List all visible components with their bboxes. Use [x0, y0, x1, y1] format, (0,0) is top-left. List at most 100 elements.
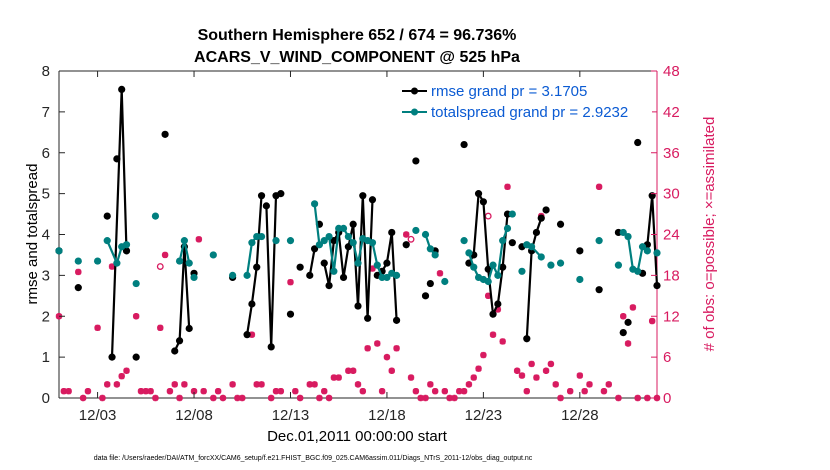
- totalspread-point: [272, 237, 280, 245]
- y-right-tick-label: 42: [663, 104, 680, 121]
- totalspread-point: [441, 277, 449, 286]
- y-right-tick-label: 12: [663, 308, 680, 325]
- obs-assimilated-marker: [229, 381, 236, 388]
- totalspread-point: [494, 271, 502, 279]
- rmse-point: [132, 353, 140, 361]
- obs-assimilated-marker: [566, 387, 574, 395]
- obs-assimilated-marker: [523, 387, 530, 395]
- totalspread-point: [286, 237, 295, 245]
- totalspread-point: [412, 226, 420, 235]
- obs-assimilated-marker: [335, 374, 342, 381]
- obs-assimilated-marker: [94, 324, 101, 332]
- obs-assimilated-marker: [75, 268, 82, 276]
- totalspread-point: [103, 237, 111, 245]
- obs-assimilated-marker: [528, 360, 535, 368]
- rmse-point: [576, 247, 584, 255]
- rmse-point: [523, 335, 531, 343]
- obs-assimilated-marker: [200, 387, 207, 395]
- totalspread-point: [185, 259, 193, 267]
- obs-assimilated-marker: [600, 387, 608, 395]
- y-right-tick-label: 48: [663, 63, 680, 80]
- obs-assimilated-marker: [132, 313, 140, 320]
- obs-assimilated-marker: [84, 387, 92, 395]
- obs-assimilated-marker: [499, 338, 506, 345]
- obs-assimilated-marker: [330, 374, 338, 381]
- chart-title: Southern Hemisphere 652 / 674 = 96.736%: [198, 27, 517, 44]
- totalspread-point: [547, 261, 555, 269]
- rmse-point: [508, 239, 516, 247]
- obs-assimilated-marker: [161, 251, 169, 259]
- rmse-point: [542, 206, 550, 214]
- rmse-point: [388, 228, 396, 237]
- rmse-point: [426, 279, 434, 288]
- obs-assimilated-marker: [533, 374, 540, 381]
- y-right-tick-label: 6: [663, 349, 671, 366]
- obs-assimilated-marker: [195, 236, 203, 243]
- obs-assimilated-marker: [407, 374, 415, 381]
- obs-assimilated-marker: [272, 387, 280, 395]
- obs-assimilated-marker: [518, 372, 526, 379]
- obs-assimilated-marker: [79, 394, 87, 402]
- rmse-point: [499, 263, 507, 271]
- totalspread-point: [528, 243, 536, 251]
- obs-assimilated-marker: [306, 381, 313, 388]
- rmse-point: [306, 271, 314, 279]
- obs-assimilated-marker: [422, 394, 429, 402]
- obs-assimilated-marker: [219, 394, 227, 402]
- totalspread-point: [229, 271, 237, 279]
- rmse-point: [474, 190, 483, 198]
- totalspread-point: [634, 267, 642, 275]
- totalspread-point: [93, 257, 102, 265]
- obs-assimilated-marker: [451, 394, 458, 402]
- rmse-point: [624, 318, 632, 326]
- obs-assimilated-marker: [142, 387, 150, 395]
- obs-assimilated-marker: [465, 381, 473, 388]
- rmse-point: [185, 324, 193, 333]
- y-left-tick-label: 7: [42, 104, 50, 121]
- totalspread-point: [595, 237, 603, 245]
- obs-assimilated-marker: [359, 387, 367, 395]
- y-left-tick-label: 0: [42, 390, 50, 407]
- rmse-point: [349, 220, 357, 228]
- obs-assimilated-marker: [431, 387, 439, 395]
- rmse-point: [368, 196, 377, 204]
- obs-assimilated-marker: [104, 381, 111, 388]
- totalspread-point: [503, 224, 512, 232]
- totalspread-point: [499, 237, 507, 245]
- totalspread-point: [113, 259, 121, 267]
- rmse-point: [412, 157, 420, 165]
- rmse-point: [460, 140, 468, 149]
- rmse-point: [532, 228, 541, 237]
- obs-assimilated-marker: [118, 373, 125, 380]
- obs-layer: [55, 113, 661, 402]
- x-tick-label: 12/03: [79, 407, 117, 424]
- totalspread-point: [638, 243, 647, 251]
- x-tick-label: 12/08: [175, 407, 213, 424]
- y-axis-label-right: # of obs: o=possible; ×=assimilated: [701, 117, 718, 352]
- obs-assimilated-marker: [214, 387, 222, 395]
- totalspread-point: [392, 271, 401, 279]
- y-left-tick-label: 4: [42, 227, 50, 244]
- footer-file-path: data file: /Users/raeder/DAI/ATM_forcXX/…: [94, 455, 533, 462]
- obs-assimilated-marker: [436, 270, 444, 277]
- obs-assimilated-marker: [292, 387, 299, 395]
- totalspread-point: [248, 239, 256, 247]
- totalspread-point: [320, 237, 328, 245]
- rmse-point: [383, 259, 391, 267]
- rmse-point: [122, 247, 131, 255]
- obs-assimilated-marker: [234, 394, 241, 402]
- rmse-line: [173, 246, 191, 352]
- obs-assimilated-marker: [620, 313, 627, 320]
- rmse-point: [339, 273, 348, 282]
- obs-assimilated-marker: [277, 387, 285, 395]
- obs-assimilated-marker: [316, 394, 323, 402]
- obs-assimilated-marker: [513, 367, 521, 374]
- obs-assimilated-marker: [349, 367, 357, 374]
- obs-assimilated-marker: [157, 324, 164, 332]
- ticks-layer: 12/03 12/08 12/13 12/18 12/23 12/280123456780…: [42, 63, 680, 424]
- obs-assimilated-marker: [644, 394, 651, 402]
- obs-possible-marker: [407, 235, 415, 243]
- y-left-tick-label: 5: [42, 186, 50, 203]
- totalspread-point: [508, 210, 516, 218]
